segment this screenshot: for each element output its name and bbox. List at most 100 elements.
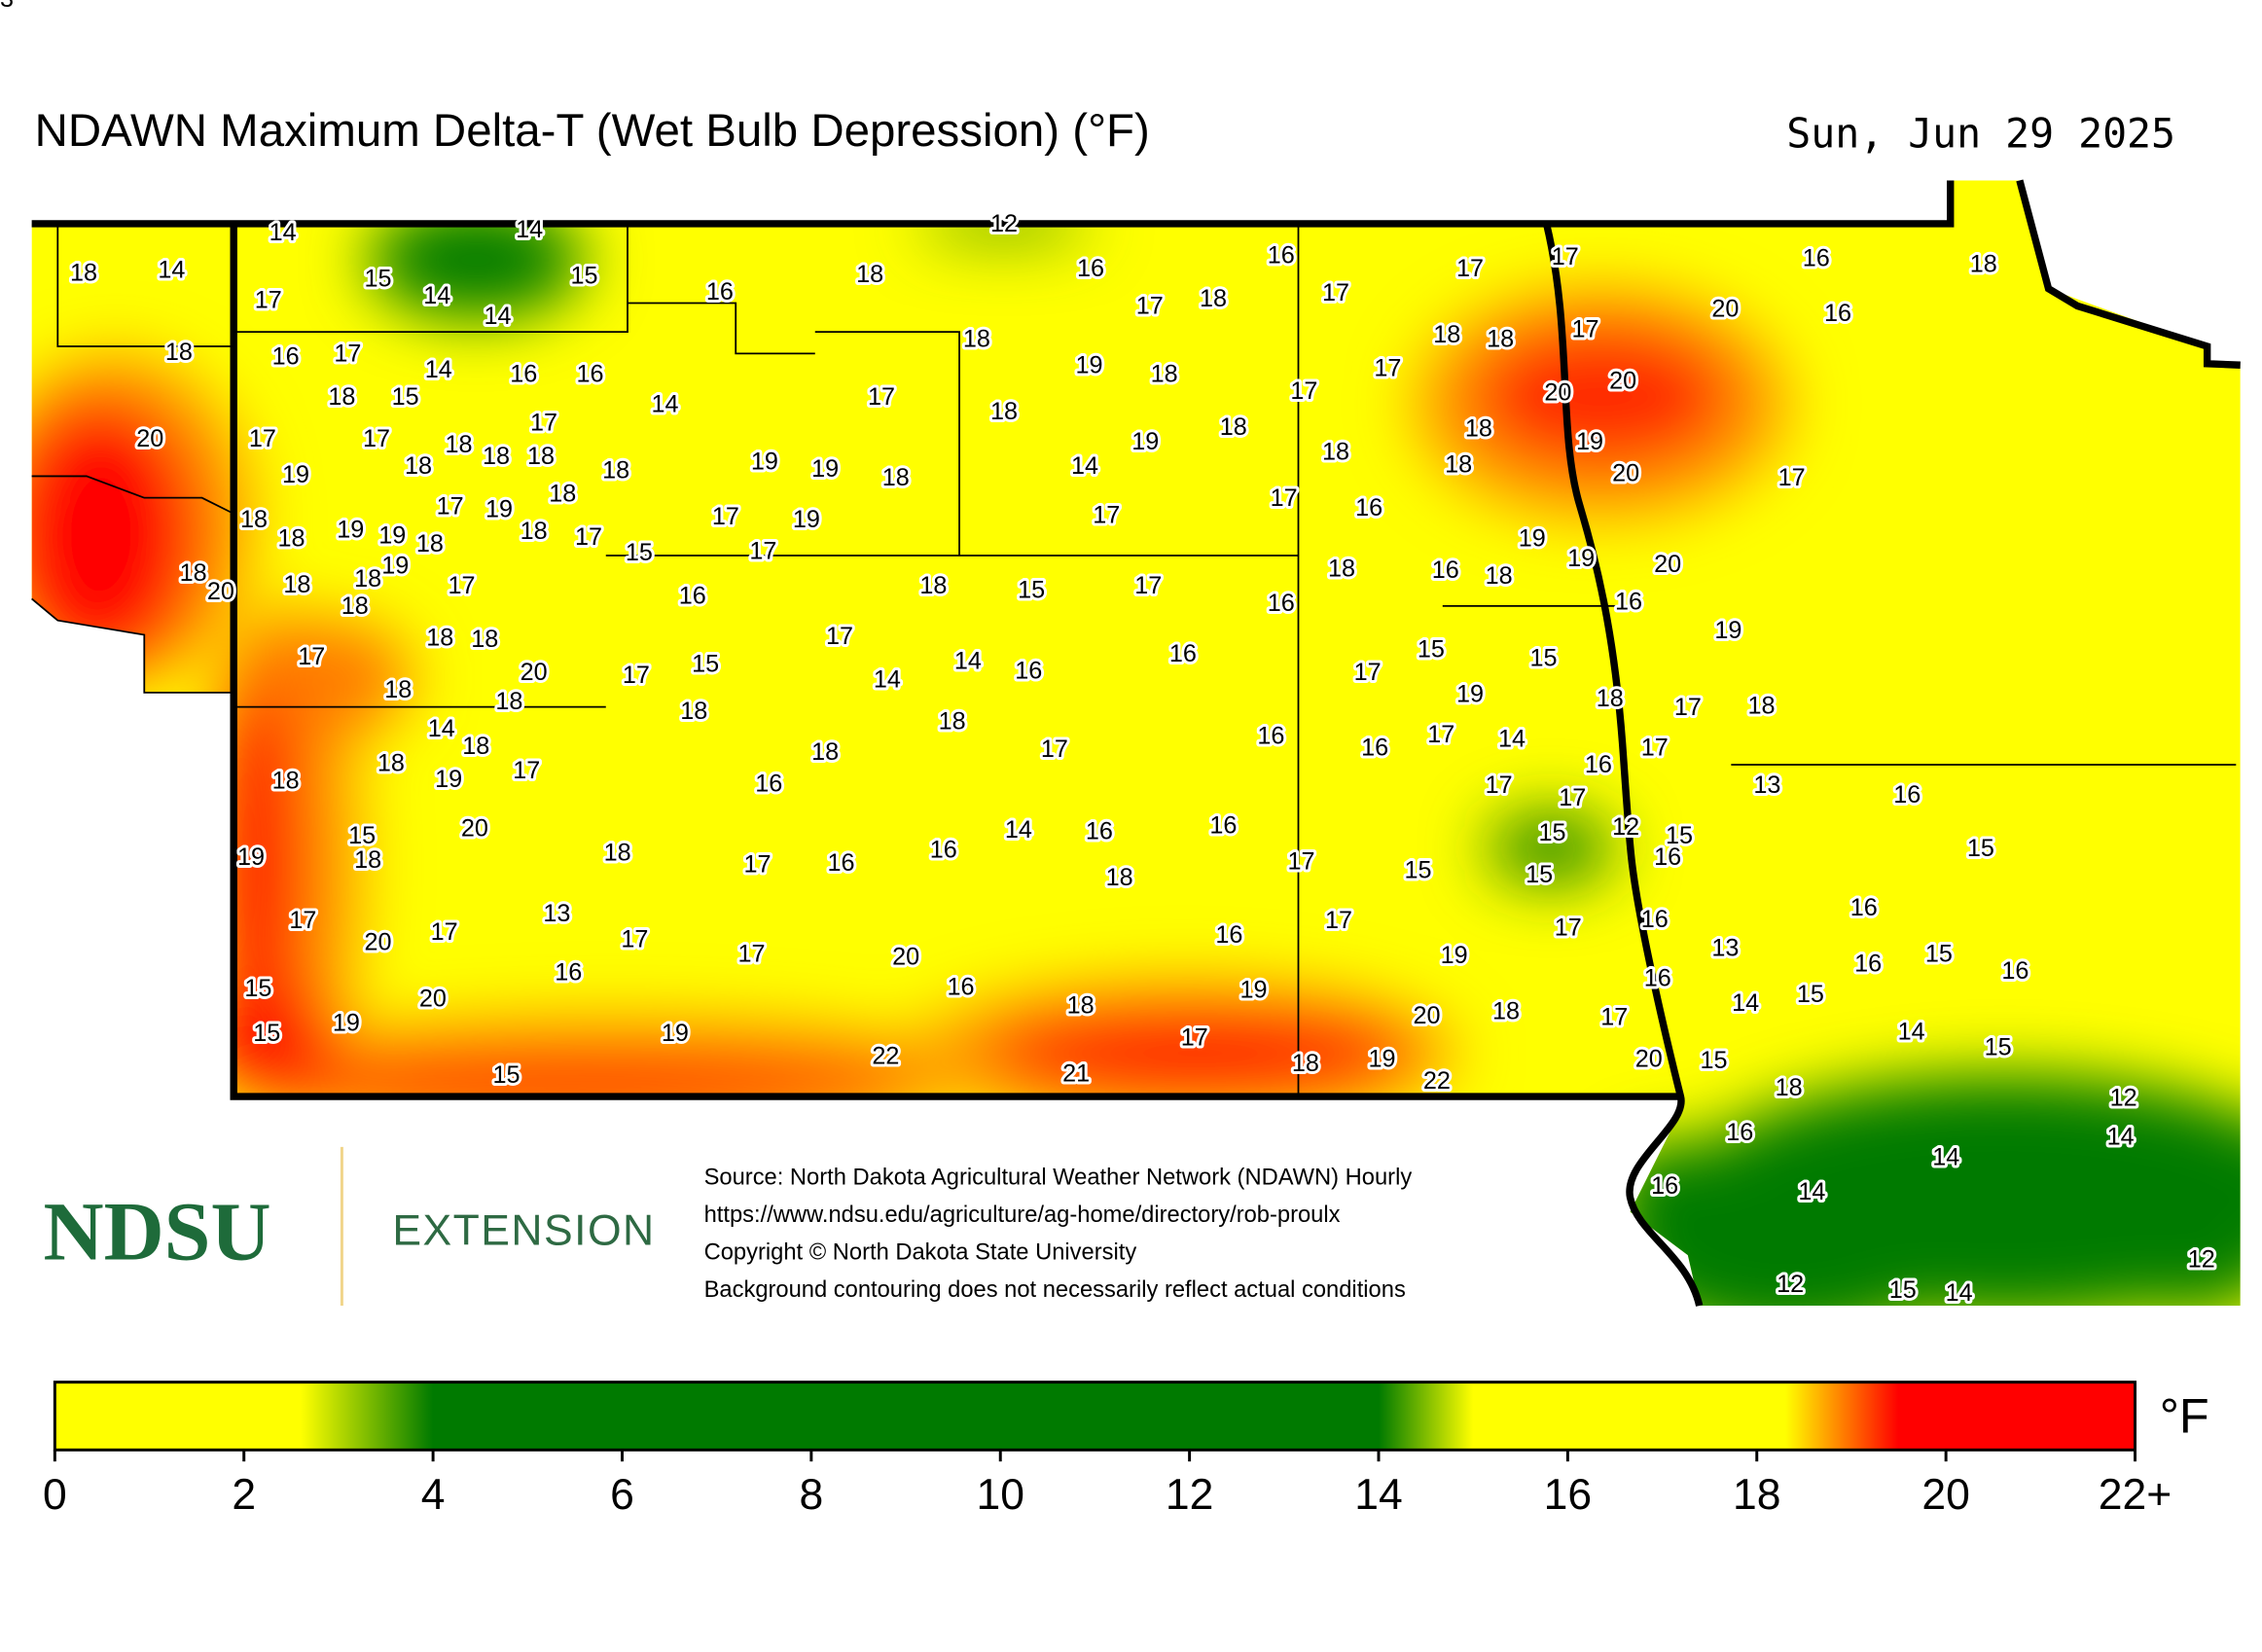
station-value: 16 xyxy=(1355,494,1382,521)
station-value: 19 xyxy=(1567,545,1595,572)
station-value: 17 xyxy=(1134,572,1162,599)
station-value: 14 xyxy=(1898,1018,1925,1045)
tick-label: 4 xyxy=(421,1471,446,1519)
station-value: 16 xyxy=(1854,951,1882,978)
station-value: 17 xyxy=(334,341,361,368)
station-value: 15 xyxy=(1666,822,1693,849)
station-value: 18 xyxy=(446,431,473,458)
station-value: 16 xyxy=(1268,590,1295,617)
station-value: 16 xyxy=(1432,557,1459,584)
station-value: 16 xyxy=(1641,906,1669,933)
station-value: 16 xyxy=(1644,965,1671,992)
station-value: 14 xyxy=(874,666,901,694)
station-value: 20 xyxy=(1413,1002,1440,1029)
station-value: 17 xyxy=(1486,772,1513,799)
station-value: 18 xyxy=(426,625,453,652)
station-value: 19 xyxy=(381,552,409,579)
station-value: 18 xyxy=(1776,1074,1803,1101)
station-value: 14 xyxy=(2107,1124,2135,1151)
station-value: 18 xyxy=(278,524,305,552)
station-value: 16 xyxy=(1257,722,1284,749)
station-value: 17 xyxy=(1674,694,1702,721)
colorbar-ticks: 0 2 4 6 8 10 12 14 16 18 20 22+ xyxy=(43,1450,2172,1519)
tick-label: 0 xyxy=(43,1471,67,1519)
station-value: 17 xyxy=(575,523,602,551)
station-value: 19 xyxy=(1240,976,1268,1003)
station-value: 18 xyxy=(1067,992,1095,1020)
station-value: 18 xyxy=(549,480,576,507)
station-value: 13 xyxy=(0,0,14,13)
station-value: 16 xyxy=(1850,894,1878,921)
station-value: 17 xyxy=(298,643,325,670)
station-value: 17 xyxy=(712,503,739,530)
station-value: 15 xyxy=(1967,835,1994,862)
station-value: 18 xyxy=(1486,562,1513,590)
colorbar xyxy=(53,1381,2136,1452)
station-value: 17 xyxy=(1271,485,1298,512)
station-value: 15 xyxy=(692,650,719,677)
station-value: 18 xyxy=(384,676,412,703)
station-value: 17 xyxy=(621,926,648,953)
station-value: 15 xyxy=(1530,644,1558,671)
station-value: 18 xyxy=(680,698,707,725)
station-value: 17 xyxy=(1552,243,1579,270)
source-notes: Source: North Dakota Agricultural Weathe… xyxy=(704,1165,1413,1303)
station-value: 19 xyxy=(1368,1046,1395,1073)
station-value: 15 xyxy=(492,1061,520,1089)
station-value: 12 xyxy=(2188,1246,2215,1274)
station-value: 19 xyxy=(435,766,462,793)
station-value: 18 xyxy=(495,688,522,715)
station-value: 16 xyxy=(576,360,603,387)
station-value: 16 xyxy=(827,849,854,877)
station-value: 18 xyxy=(1322,438,1349,465)
station-value: 17 xyxy=(1287,847,1314,875)
station-value: 21 xyxy=(1062,1059,1090,1087)
station-value: 16 xyxy=(1651,1172,1678,1200)
station-value: 19 xyxy=(1714,617,1741,644)
station-value: 19 xyxy=(1075,351,1102,378)
station-value: 18 xyxy=(527,443,555,470)
tick-label: 6 xyxy=(610,1471,634,1519)
station-value: 18 xyxy=(1492,998,1520,1025)
station-value: 18 xyxy=(416,530,444,557)
station-value: 16 xyxy=(510,360,537,387)
station-value: 14 xyxy=(516,216,543,243)
station-value: 19 xyxy=(378,521,406,549)
station-value: 20 xyxy=(1544,379,1571,407)
station-value: 16 xyxy=(1077,255,1104,282)
station-value: 17 xyxy=(1559,784,1586,811)
station-value: 16 xyxy=(1361,734,1388,761)
station-value: 15 xyxy=(1418,635,1445,663)
station-value: 19 xyxy=(811,455,839,483)
station-value: 19 xyxy=(282,461,309,488)
station-value: 17 xyxy=(249,425,276,452)
station-labels: 14 14 12 18 14 15 15 14 17 14 16 18 16 16 17 17 16 18 17 18… xyxy=(0,0,2218,1307)
station-value: 17 xyxy=(1456,255,1484,282)
station-value: 15 xyxy=(1797,981,1824,1008)
station-value: 14 xyxy=(423,282,450,309)
station-value: 18 xyxy=(354,565,381,593)
station-value: 17 xyxy=(530,410,557,437)
station-value: 20 xyxy=(1654,551,1681,578)
station-value: 18 xyxy=(1597,685,1624,712)
station-value: 16 xyxy=(755,770,782,797)
station-value: 20 xyxy=(521,659,548,686)
station-value: 17 xyxy=(1290,377,1317,405)
station-value: 15 xyxy=(1018,577,1045,604)
station-value: 14 xyxy=(1946,1279,1973,1307)
station-value: 17 xyxy=(1600,1004,1628,1031)
station-value: 17 xyxy=(743,850,771,878)
station-value: 20 xyxy=(1635,1046,1663,1073)
station-value: 16 xyxy=(1585,751,1612,778)
station-value: 18 xyxy=(990,398,1018,425)
station-value: 19 xyxy=(1456,680,1484,707)
station-value: 18 xyxy=(471,626,498,653)
station-value: 14 xyxy=(1005,816,1032,844)
station-value: 17 xyxy=(1427,721,1454,748)
tick-label: 22+ xyxy=(2099,1471,2172,1519)
station-value: 15 xyxy=(1526,861,1553,888)
station-value: 17 xyxy=(437,493,464,521)
station-value: 19 xyxy=(1576,428,1603,455)
station-value: 17 xyxy=(738,940,766,967)
